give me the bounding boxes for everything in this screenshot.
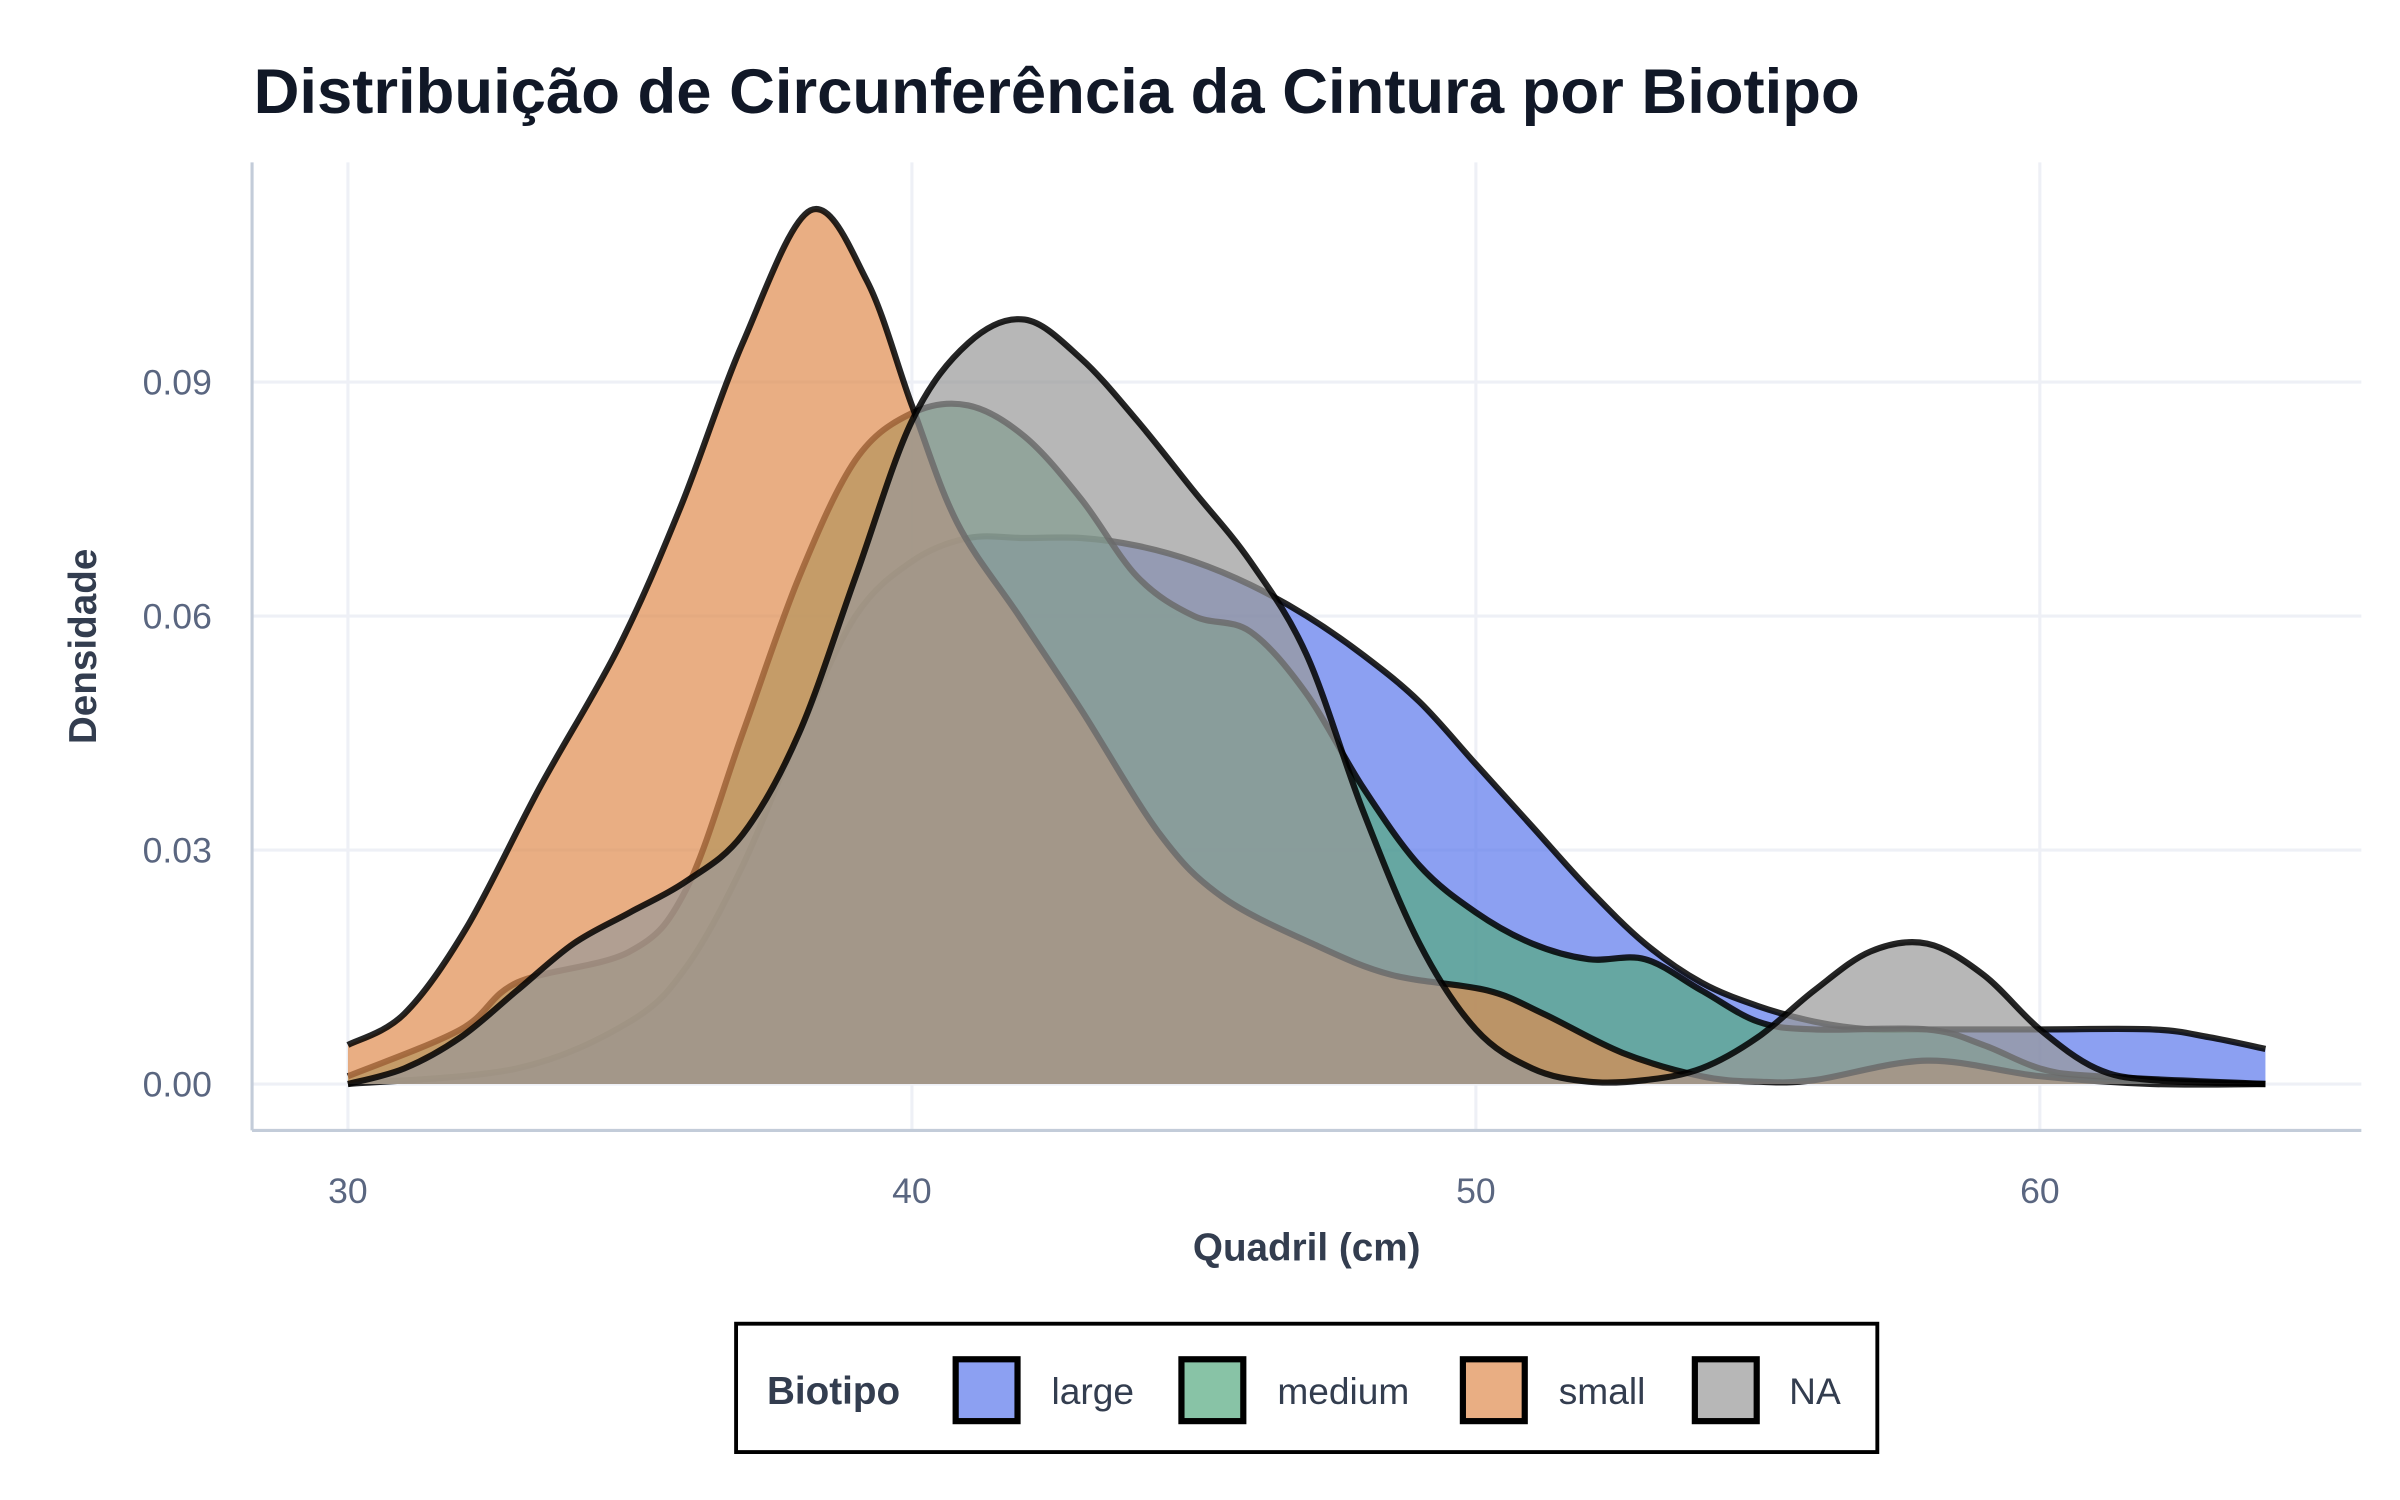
legend-label: NA [1789,1370,1841,1412]
x-tick-label: 50 [1456,1171,1496,1211]
density-line-na [347,316,2266,1088]
legend-label: large [1052,1370,1135,1412]
legend-swatch-large [952,1356,1021,1425]
legend-swatch-small [1459,1356,1528,1425]
density-area-na [347,319,2266,1085]
legend: Biotipo large medium small NA [734,1321,1880,1454]
legend-title: Biotipo [767,1370,900,1413]
chart-title: Distribuição de Circunferência da Cintur… [254,57,1860,127]
legend-box [734,1321,1880,1454]
x-tick-label: 30 [328,1171,368,1211]
y-tick-label: 0.03 [143,830,212,870]
x-tick-label: 40 [892,1171,932,1211]
y-tick-label: 0.00 [143,1064,212,1104]
legend-label: small [1559,1370,1646,1412]
legend-label: medium [1277,1370,1409,1412]
y-tick-label: 0.06 [143,596,212,636]
density-areas [346,205,2267,1088]
y-axis-label: Densidade [62,549,105,744]
x-tick-label: 60 [2020,1171,2060,1211]
tick-labels: 30 40 50 60 0.00 0.03 0.06 0.09 [143,362,2060,1211]
legend-swatch-medium [1178,1356,1247,1425]
x-axis-label: Quadril (cm) [1193,1226,1421,1269]
legend-swatch-na [1691,1356,1760,1425]
y-tick-label: 0.09 [143,362,212,402]
